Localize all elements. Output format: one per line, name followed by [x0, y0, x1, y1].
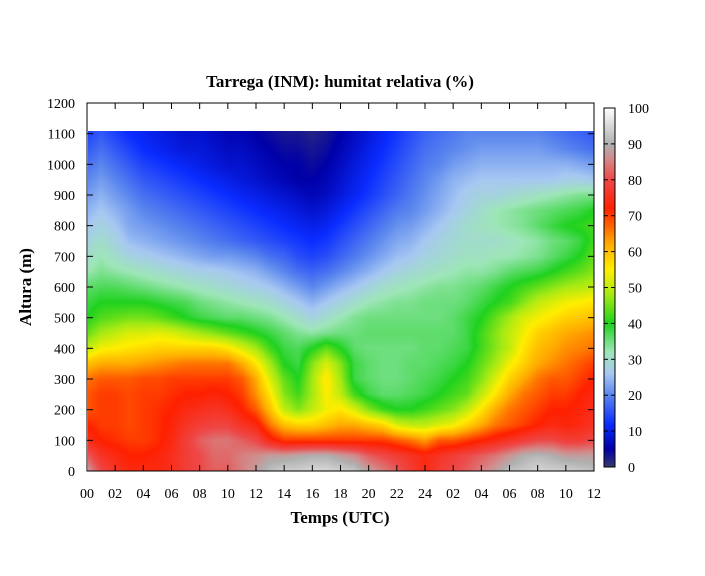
heatmap-field: [88, 131, 594, 471]
x-tick-label: 10: [559, 487, 573, 502]
x-tick-label: 04: [136, 487, 150, 502]
y-tick-label: 300: [54, 373, 75, 388]
y-tick-label: 500: [54, 312, 75, 327]
y-tick-label: 400: [54, 342, 75, 357]
x-tick-label: 08: [193, 487, 207, 502]
x-tick-label: 12: [587, 487, 601, 502]
x-tick-label: 02: [108, 487, 122, 502]
colorbar-ticks: 0 10 20 30 40 50 60 70 80 90 100: [604, 102, 649, 476]
x-tick-label: 18: [334, 487, 348, 502]
colorbar-tick-label: 80: [628, 174, 642, 189]
colorbar-tick-label: 40: [628, 317, 642, 332]
y-tick-label: 1200: [47, 97, 75, 112]
x-tick-label: 12: [249, 487, 263, 502]
y-axis-label: Altura (m): [16, 248, 35, 326]
colorbar-tick-label: 30: [628, 353, 642, 368]
x-tick-label: 14: [277, 487, 291, 502]
y-tick-label: 600: [54, 281, 75, 296]
y-tick-label: 700: [54, 250, 75, 265]
y-tick-label: 200: [54, 404, 75, 419]
colorbar-tick-label: 90: [628, 138, 642, 153]
x-tick-label: 24: [418, 487, 432, 502]
colorbar-tick-label: 20: [628, 389, 642, 404]
x-tick-label: 06: [503, 487, 517, 502]
x-tick-label: 20: [362, 487, 376, 502]
y-tick-label: 1100: [48, 128, 75, 143]
x-axis: 00 02 04 06 08 10 12 14 16 18 20 22 24 02 04 06 08 10 12: [80, 103, 601, 502]
x-tick-label: 10: [221, 487, 235, 502]
x-tick-label: 16: [305, 487, 319, 502]
x-tick-label: 08: [531, 487, 545, 502]
colorbar-tick-label: 70: [628, 210, 642, 225]
colorbar-tick-label: 10: [628, 425, 642, 440]
chart-title: Tarrega (INM): humitat relativa (%): [206, 72, 474, 91]
x-axis-label: Temps (UTC): [290, 508, 389, 527]
x-tick-label: 06: [165, 487, 179, 502]
x-tick-label: 22: [390, 487, 404, 502]
y-tick-label: 900: [54, 189, 75, 204]
x-tick-label: 04: [474, 487, 488, 502]
y-tick-label: 800: [54, 220, 75, 235]
colorbar-tick-label: 60: [628, 246, 642, 261]
x-tick-label: 02: [446, 487, 460, 502]
colorbar-tick-label: 100: [628, 102, 649, 117]
y-tick-label: 1000: [47, 158, 75, 173]
y-tick-label: 0: [68, 465, 75, 480]
colorbar-tick-label: 0: [628, 461, 635, 476]
x-tick-label: 00: [80, 487, 94, 502]
heatmap-image: [88, 131, 594, 471]
colorbar: 0 10 20 30 40 50 60 70 80 90 100: [603, 102, 649, 476]
y-axis: 0 100 200 300 400 500 600 700 800 900 1000 1100 1200: [47, 97, 594, 480]
y-tick-label: 100: [54, 434, 75, 449]
colorbar-tick-label: 50: [628, 282, 642, 297]
